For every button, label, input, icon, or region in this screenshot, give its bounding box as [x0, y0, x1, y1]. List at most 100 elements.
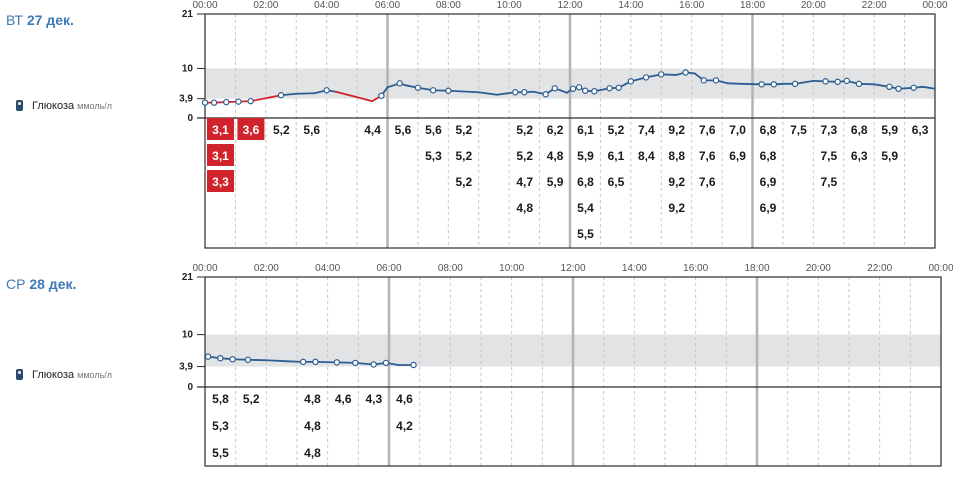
glucose-reading-marker [700, 77, 708, 84]
glucose-line-segment [447, 89, 480, 94]
metric-label-row: Глюкоза ммоль/л [16, 100, 112, 112]
x-tick-label: 04:00 [315, 263, 340, 274]
glucose-reading-marker [299, 358, 307, 366]
y-tick-label: 10 [182, 63, 194, 74]
glucose-reading-marker [895, 85, 902, 92]
reading-value: 6,8 [851, 123, 868, 137]
glucose-reading-marker [512, 89, 519, 96]
reading-value: 5,3 [212, 419, 229, 433]
glucose-reading-marker [551, 85, 558, 92]
reading-value: 4,8 [516, 201, 533, 215]
reading-value: 3,3 [212, 175, 229, 189]
reading-value: 7,5 [820, 149, 837, 163]
reading-value: 5,4 [577, 201, 594, 215]
reading-value: 3,1 [212, 149, 229, 163]
x-tick-label: 12:00 [560, 263, 585, 274]
glucose-reading-marker [410, 361, 417, 369]
glucose-reading-marker [217, 354, 224, 362]
x-tick-label: 20:00 [806, 263, 831, 274]
x-tick-label: 10:00 [497, 0, 522, 11]
x-tick-label: 18:00 [740, 0, 765, 11]
reading-value: 6,1 [577, 123, 594, 137]
glucose-reading-marker [886, 83, 893, 91]
glucose-reading-marker [834, 78, 841, 86]
reading-value: 5,2 [455, 123, 472, 137]
reading-value: 5,6 [425, 123, 442, 137]
reading-value: 5,9 [547, 175, 564, 189]
glucose-reading-marker [658, 71, 665, 78]
x-tick-label: 22:00 [867, 263, 892, 274]
glucose-reading-marker [575, 84, 583, 91]
glucose-reading-marker [712, 77, 720, 84]
glucose-line-segment [249, 94, 282, 103]
glucose-line-segment [921, 85, 936, 90]
glucose-line-segment [314, 360, 338, 364]
glucose-reading-marker [627, 78, 635, 85]
glucose-reading-marker [204, 353, 212, 360]
glucose-reading-marker [542, 91, 549, 98]
x-tick-label: 04:00 [314, 0, 339, 11]
glucose-reading-marker [210, 99, 218, 106]
reading-value: 5,2 [516, 123, 533, 137]
glucose-reading-marker [247, 97, 254, 105]
glucose-reading-marker [396, 80, 403, 87]
reading-value: 7,3 [820, 123, 837, 137]
glucose-reading-marker [569, 85, 577, 92]
glucose-meter-icon [16, 369, 23, 380]
reading-value: 4,2 [396, 419, 413, 433]
glucose-line-segment [477, 91, 498, 96]
day-section-28-dec: СР 28 дек. Глюкоза ммоль/л [0, 260, 953, 479]
reading-value: 7,6 [699, 149, 716, 163]
reading-value: 4,8 [547, 149, 564, 163]
reading-value: 5,9 [881, 123, 898, 137]
x-tick-label: 02:00 [253, 0, 278, 11]
y-tick-label: 21 [182, 9, 194, 20]
reading-value: 6,9 [760, 175, 777, 189]
x-tick-label: 16:00 [679, 0, 704, 11]
x-tick-label: 06:00 [375, 0, 400, 11]
metric-unit: ммоль/л [77, 101, 113, 111]
glucose-reading-marker [277, 92, 285, 99]
reading-value: 6,8 [577, 175, 594, 189]
reading-value: 4,8 [304, 419, 321, 433]
reading-value: 5,2 [273, 123, 290, 137]
reading-value: 7,6 [699, 123, 716, 137]
glucose-reading-marker [201, 99, 209, 106]
x-tick-label: 10:00 [499, 263, 524, 274]
glucose-reading-marker [312, 358, 319, 366]
glucose-meter-icon [16, 100, 23, 111]
day-section-27-dec: ВТ 27 дек. Глюкоза ммоль/л [6, 12, 112, 112]
low-reading-cell [207, 170, 234, 192]
x-tick-label: 14:00 [618, 0, 643, 11]
glucose-reading-marker [429, 87, 437, 94]
y-tick-label: 3,9 [179, 362, 193, 373]
reading-value: 3,1 [212, 123, 229, 137]
glucose-reading-marker [791, 80, 799, 88]
x-tick-label: 20:00 [801, 0, 826, 11]
y-tick-label: 10 [182, 330, 194, 341]
reading-value: 6,3 [851, 149, 868, 163]
chart-frame [204, 13, 936, 249]
day-title: ВТ 27 дек. [6, 12, 74, 28]
reading-value: 9,2 [668, 175, 685, 189]
x-tick-label: 00:00 [192, 263, 217, 274]
chart-0: 21 10 3,9 0 00:00 02:00 04:00 06:00 08:00 10:00 12… [179, 0, 948, 249]
glucose-reading-marker [378, 92, 385, 99]
glucose-reading-marker [606, 85, 613, 92]
reading-value: 4,6 [396, 392, 413, 406]
glucose-reading-marker [582, 87, 589, 94]
glucose-reading-marker [822, 78, 829, 85]
reading-value: 7,0 [729, 123, 746, 137]
reading-value: 5,2 [516, 149, 533, 163]
reading-value: 3,6 [243, 123, 260, 137]
reading-value: 5,6 [303, 123, 320, 137]
glucose-reading-marker [910, 84, 917, 91]
y-tick-label: 0 [187, 382, 193, 393]
reading-value: 7,4 [638, 123, 655, 137]
glucose-reading-marker [229, 356, 236, 363]
y-tick-label: 3,9 [179, 94, 193, 105]
glucose-reading-marker [843, 77, 850, 85]
reading-value: 6,1 [608, 149, 625, 163]
glucose-line-segment [334, 90, 374, 103]
